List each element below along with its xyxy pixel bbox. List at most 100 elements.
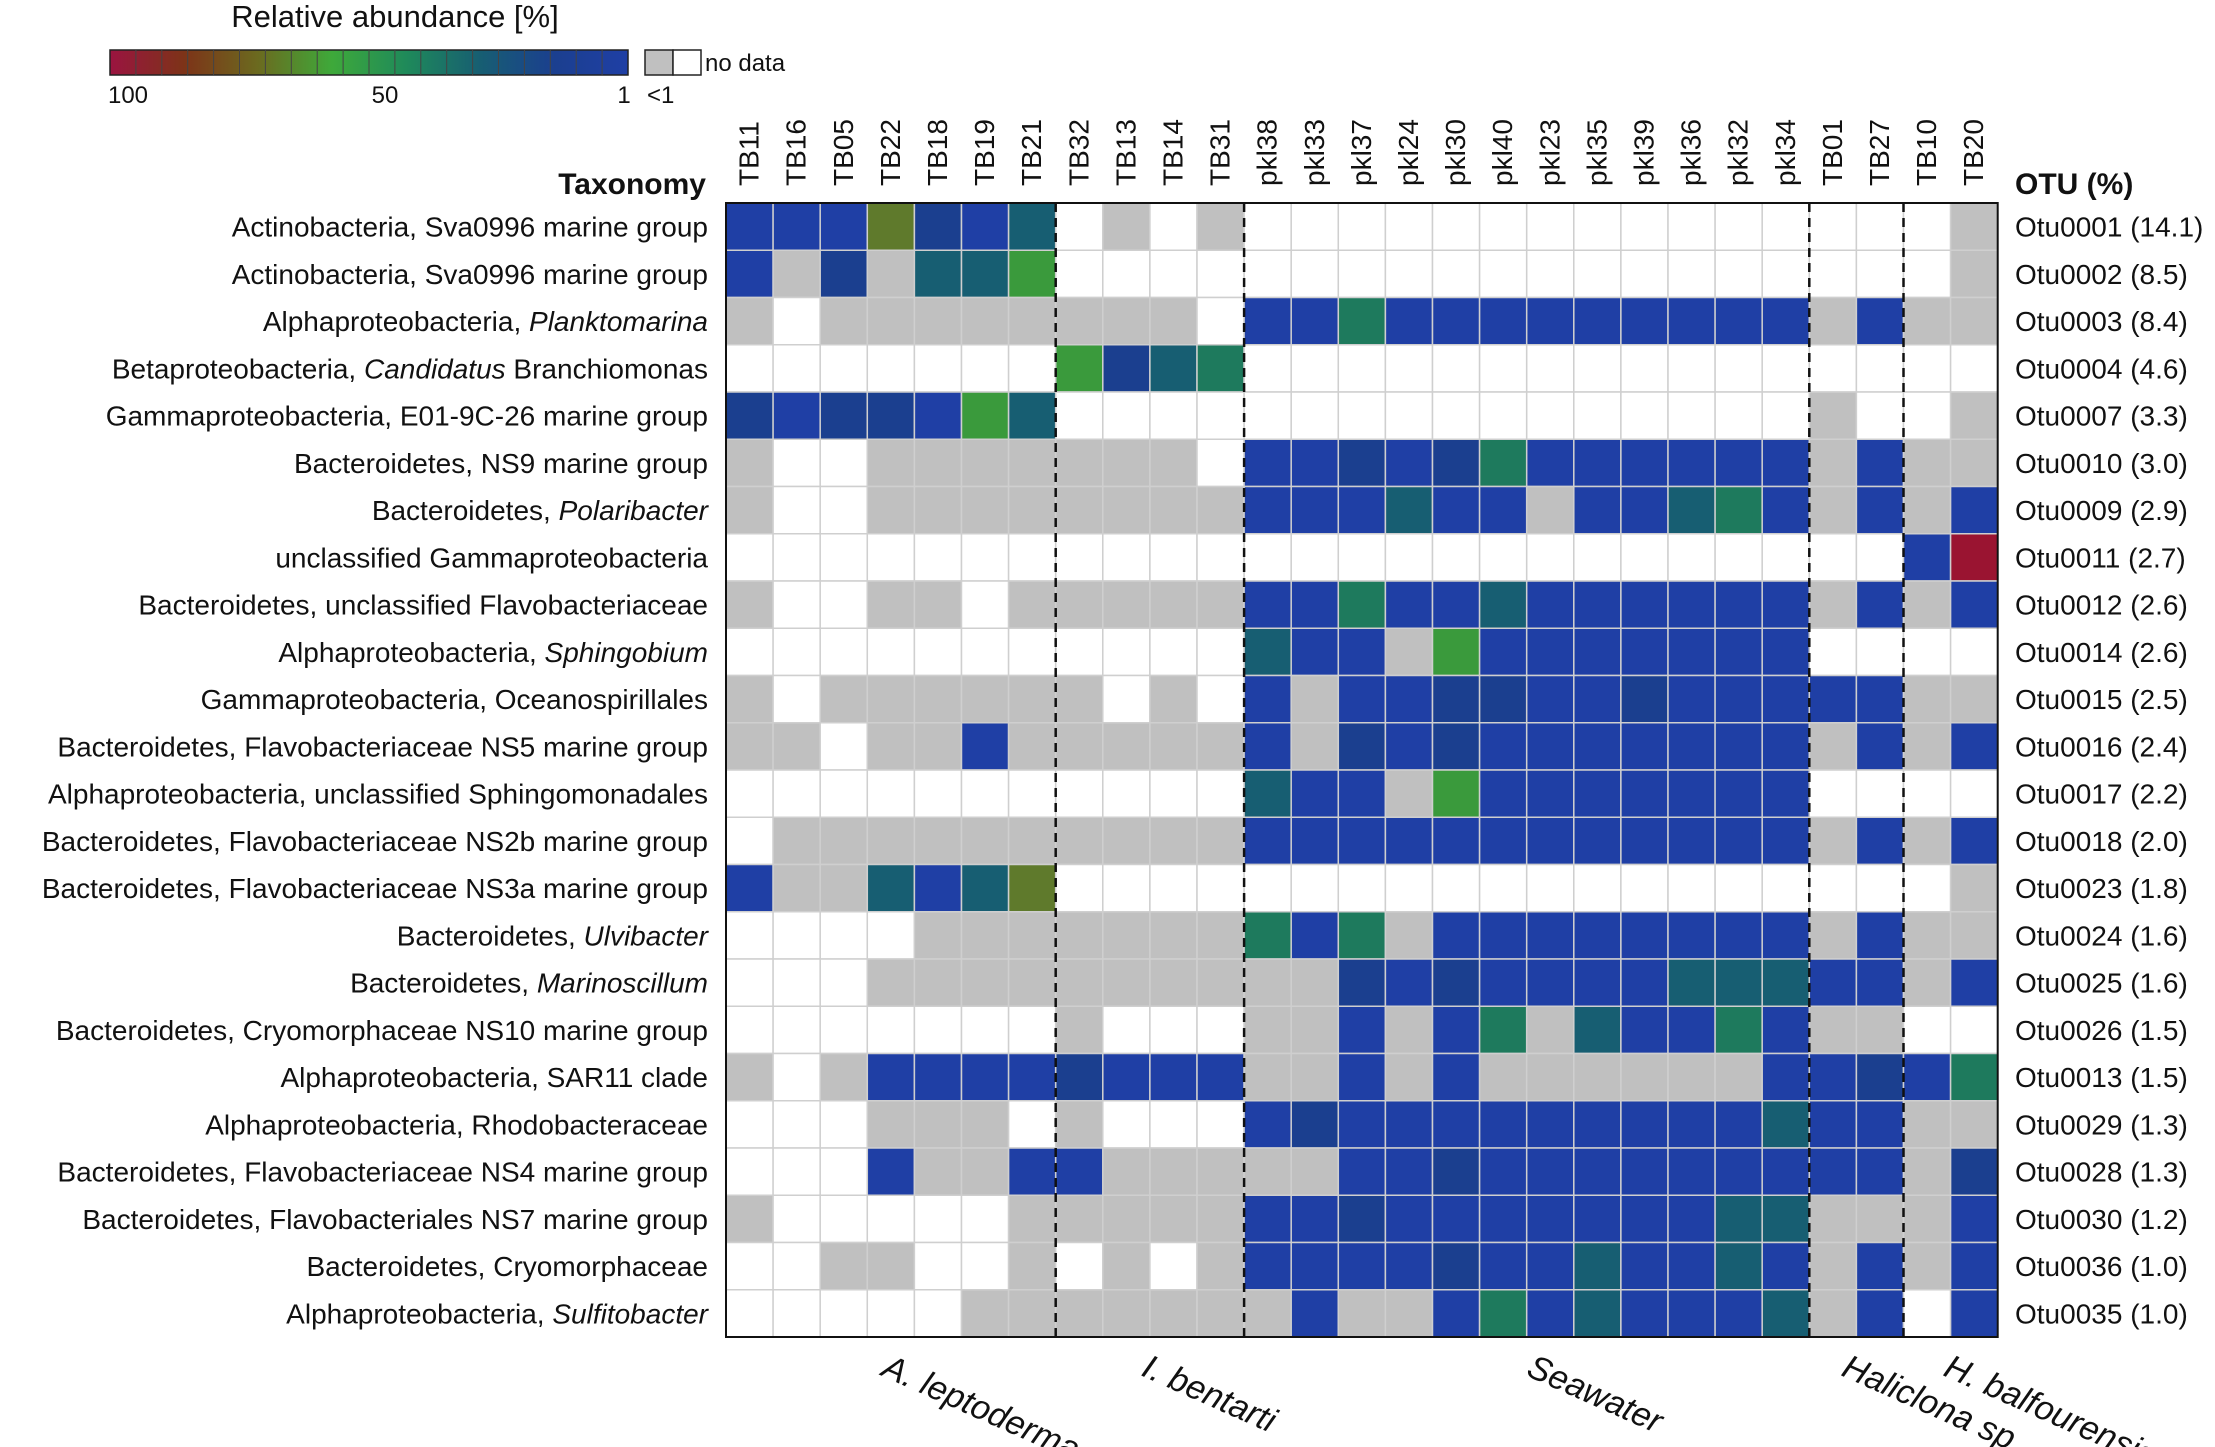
heatmap-cell — [1761, 627, 1811, 677]
heatmap-cell — [1573, 344, 1622, 393]
heatmap-cell — [1478, 769, 1528, 818]
heatmap-cell — [1620, 911, 1669, 960]
heatmap-cell — [866, 911, 916, 960]
heatmap-cell — [772, 674, 821, 724]
heatmap-cell — [913, 674, 963, 724]
heatmap-cell — [1384, 438, 1434, 488]
heatmap-cell — [1243, 249, 1292, 299]
otu-label: Otu0002 (8.5) — [2015, 259, 2188, 290]
heatmap-cell — [1243, 769, 1292, 818]
heatmap-cell — [1196, 816, 1245, 866]
heatmap-cell — [1384, 1005, 1434, 1055]
heatmap-cell — [725, 958, 774, 1007]
heatmap-cell — [1290, 1100, 1340, 1149]
heatmap-cell — [772, 722, 821, 771]
heatmap-cell — [960, 863, 1010, 913]
heatmap-cell — [866, 1052, 916, 1102]
heatmap-cell — [1714, 580, 1763, 629]
heatmap-cell — [1667, 627, 1716, 677]
otu-label: Otu0029 (1.3) — [2015, 1109, 2188, 1140]
heatmap-cell — [1102, 438, 1151, 488]
heatmap-cell — [1196, 296, 1245, 346]
heatmap-cell — [1808, 1100, 1858, 1149]
heatmap-cell — [1620, 1005, 1669, 1055]
heatmap-cell — [1054, 674, 1104, 724]
heatmap-cell — [1431, 1100, 1481, 1149]
heatmap-cell — [1149, 722, 1198, 771]
heatmap-cell — [1855, 1005, 1905, 1055]
heatmap-cell — [1714, 485, 1763, 535]
heatmap-cell — [1243, 1052, 1292, 1102]
heatmap-cell — [819, 1194, 869, 1244]
heatmap-cell — [1431, 722, 1481, 771]
heatmap-cell — [819, 485, 869, 535]
heatmap-cell — [725, 816, 774, 866]
heatmap-cell — [1102, 485, 1151, 535]
heatmap-cell — [1337, 722, 1387, 771]
heatmap-cell — [1525, 1052, 1575, 1102]
heatmap-cell — [725, 674, 774, 724]
heatmap-cell — [725, 911, 774, 960]
heatmap-cell — [1243, 911, 1292, 960]
heatmap-cell — [1525, 816, 1575, 866]
heatmap-cell — [772, 769, 821, 818]
heatmap-cell — [1478, 1052, 1528, 1102]
row-label: Gammaproteobacteria, E01-9C-26 marine gr… — [106, 401, 708, 432]
heatmap-cell — [1337, 1241, 1387, 1291]
heatmap-cell — [1431, 533, 1481, 582]
heatmap-cell — [866, 1241, 916, 1291]
heatmap-cell — [1337, 863, 1387, 913]
heatmap-cell — [1808, 438, 1858, 488]
heatmap-cell — [1243, 202, 1292, 251]
heatmap-cell — [1196, 438, 1245, 488]
heatmap-cell — [1761, 722, 1811, 771]
heatmap-cell — [1855, 438, 1905, 488]
heatmap-cell — [1902, 1289, 1952, 1338]
heatmap-cell — [1431, 1005, 1481, 1055]
heatmap-cell — [1290, 438, 1340, 488]
heatmap-cell — [1102, 344, 1151, 393]
heatmap-cell — [1054, 816, 1104, 866]
heatmap-border — [725, 202, 1999, 1338]
heatmap-cell — [1290, 863, 1340, 913]
heatmap-cell — [1243, 1100, 1292, 1149]
heatmap-cell — [866, 485, 916, 535]
heatmap-cell — [1102, 674, 1151, 724]
heatmap-cell — [1714, 769, 1763, 818]
heatmap-cell — [772, 438, 821, 488]
heatmap-cell — [725, 1005, 774, 1055]
heatmap-cell — [1149, 1289, 1198, 1338]
heatmap-cell — [819, 580, 869, 629]
heatmap-cell — [1196, 1052, 1245, 1102]
heatmap-cell — [866, 769, 916, 818]
heatmap-cell — [960, 1100, 1010, 1149]
heatmap-cell — [1573, 485, 1622, 535]
heatmap-cell — [866, 296, 916, 346]
heatmap-cell — [1808, 958, 1858, 1007]
otu-label: Otu0024 (1.6) — [2015, 920, 2188, 951]
heatmap-cell — [1525, 1289, 1575, 1338]
heatmap-cell — [1384, 816, 1434, 866]
heatmap-cell — [1384, 485, 1434, 535]
heatmap-cell — [913, 958, 963, 1007]
heatmap-cell — [772, 1052, 821, 1102]
heatmap-cell — [1384, 958, 1434, 1007]
heatmap-cell — [866, 438, 916, 488]
heatmap-cell — [1431, 391, 1481, 440]
column-label: TB18 — [922, 119, 953, 186]
heatmap-cell — [1337, 1147, 1387, 1196]
heatmap-cell — [1714, 391, 1763, 440]
heatmap-cell — [725, 533, 774, 582]
heatmap-cell — [1667, 911, 1716, 960]
heatmap-cell — [1054, 1194, 1104, 1244]
heatmap-cell — [1949, 1005, 1999, 1055]
heatmap-cell — [819, 1241, 869, 1291]
heatmap-cell — [960, 627, 1010, 677]
heatmap-cell — [1667, 202, 1716, 251]
heatmap-cell — [1149, 202, 1198, 251]
heatmap-cell — [1761, 391, 1811, 440]
heatmap-cell — [1243, 1147, 1292, 1196]
heatmap-cell — [1855, 580, 1905, 629]
heatmap-cell — [819, 1100, 869, 1149]
heatmap-cell — [1337, 627, 1387, 677]
